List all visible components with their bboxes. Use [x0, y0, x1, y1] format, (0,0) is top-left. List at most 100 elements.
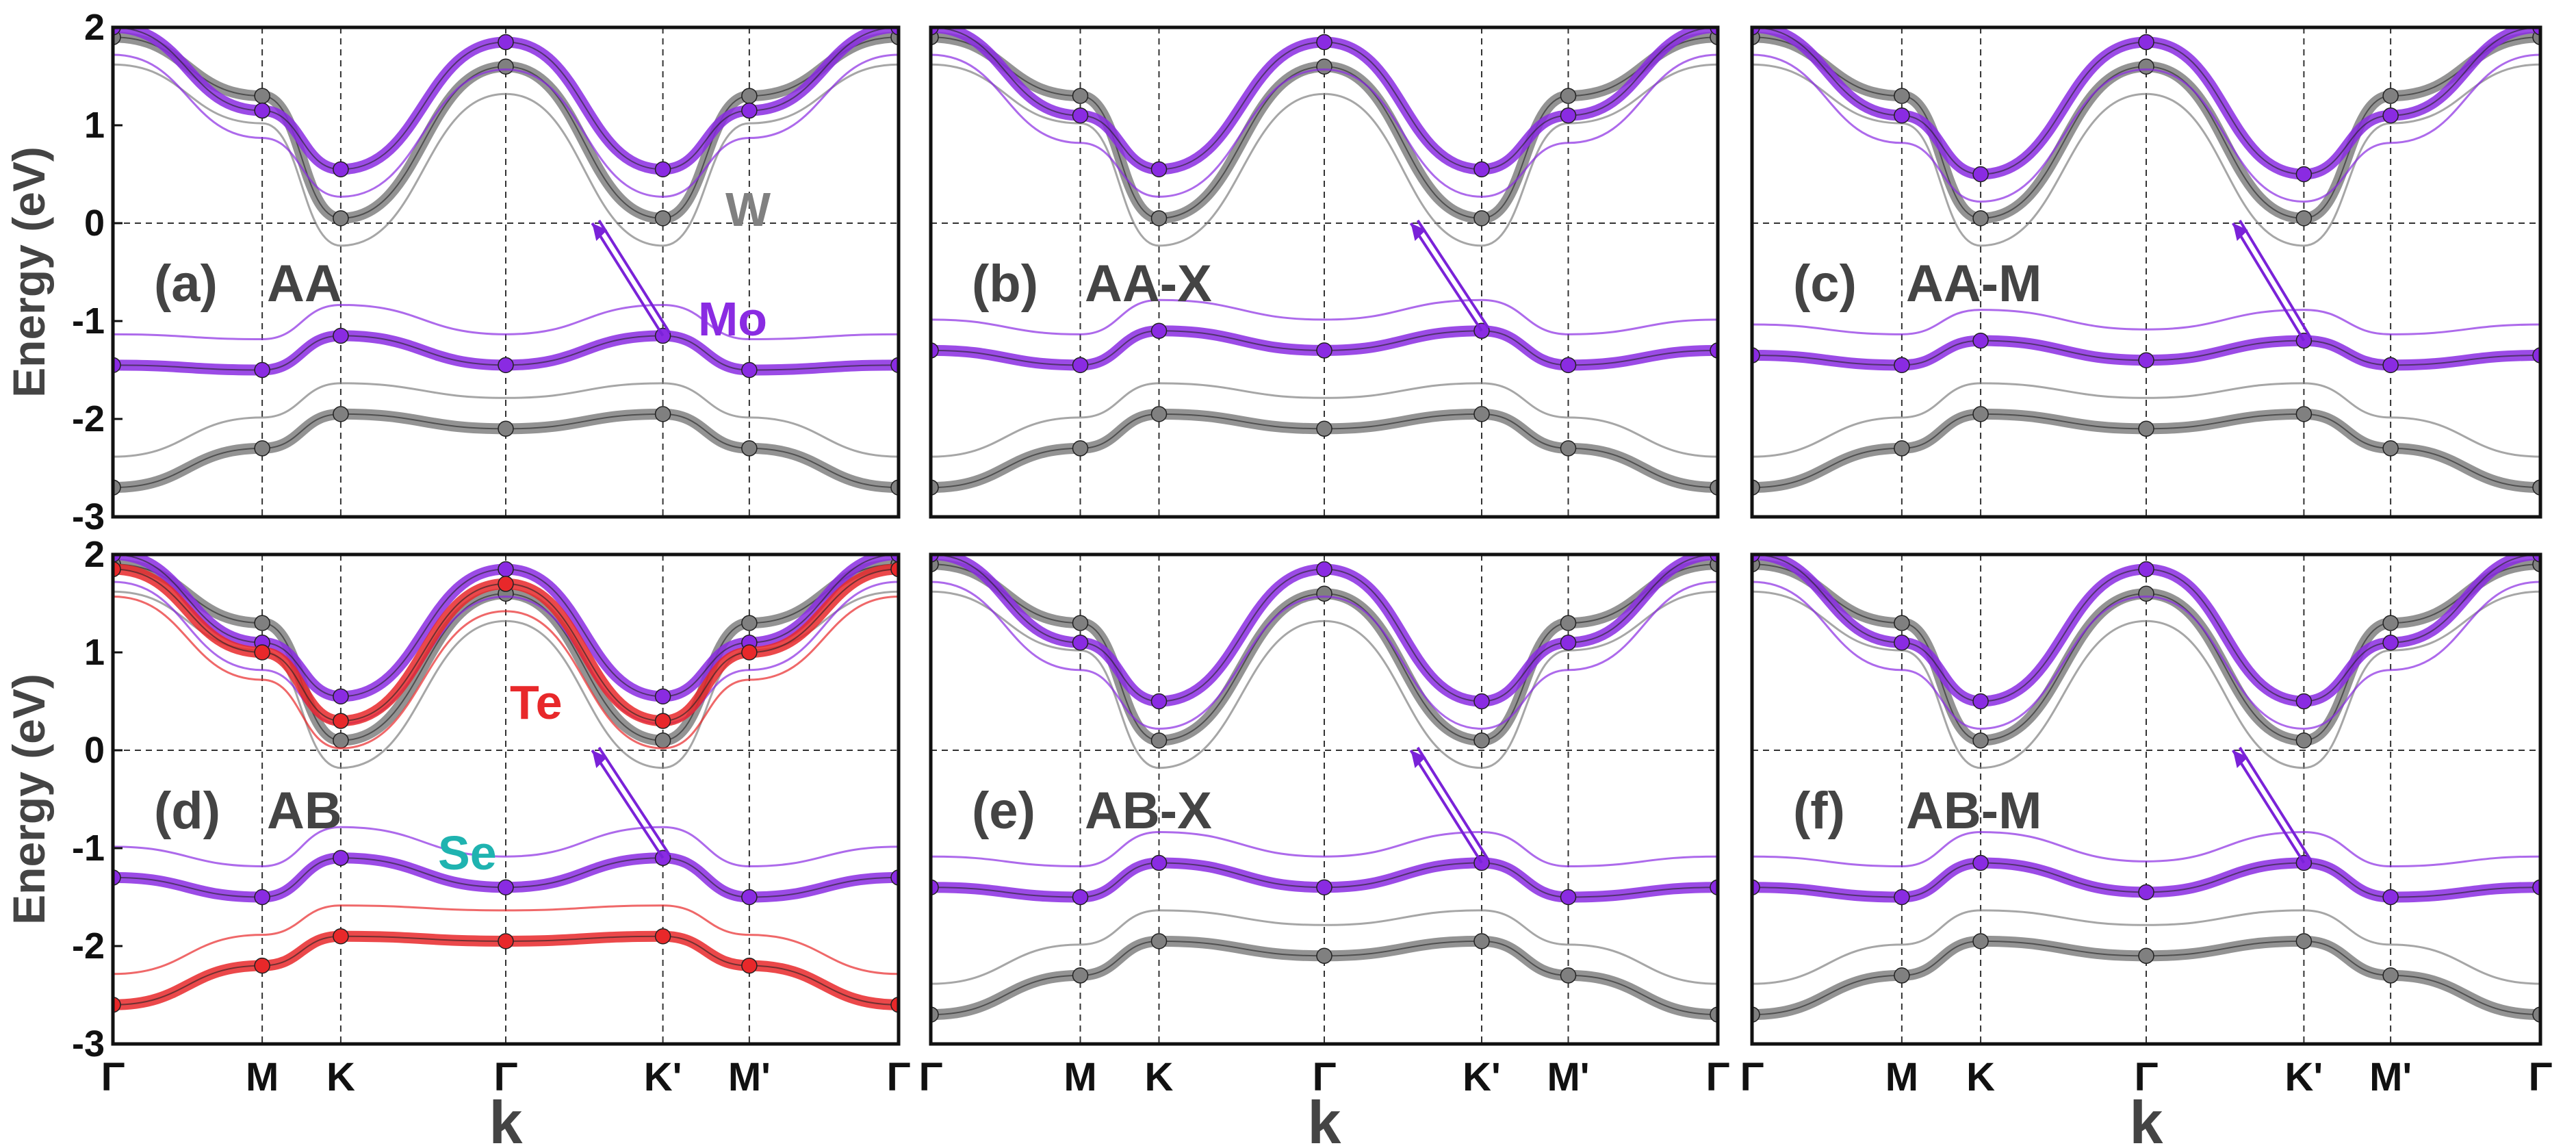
data-point [2532, 27, 2540, 36]
data-point [113, 357, 121, 374]
data-point [333, 713, 349, 729]
data-point [1560, 634, 1577, 651]
data-point [2295, 210, 2313, 227]
panel-letter: (f) [1793, 782, 1845, 840]
panel-name: AB-X [1085, 782, 1212, 840]
data-point [498, 58, 514, 75]
data-point [1150, 406, 1168, 422]
transition-arrow [591, 219, 671, 337]
arrow-head [1411, 223, 1426, 241]
data-point [1072, 88, 1089, 104]
bands-group [931, 554, 1718, 1023]
x-tick-label: K [1966, 1055, 1995, 1099]
element-annotation: Te [510, 676, 563, 729]
panel-aa-x: (b) AA-X [929, 25, 1720, 519]
arrow-shaft-2 [2239, 746, 2313, 861]
band-secondary-w-vb [1752, 909, 2540, 985]
data-point [1560, 889, 1577, 906]
data-point [1972, 406, 1989, 422]
data-point [2138, 585, 2154, 602]
data-point [1072, 440, 1089, 457]
bands-group [1752, 27, 2540, 496]
data-point [1150, 693, 1168, 710]
data-point [1316, 420, 1332, 437]
y-tick-label: 0 [84, 203, 105, 244]
x-tick-label: M [246, 1055, 279, 1099]
arrow-head [1411, 750, 1426, 768]
band-secondary-w-cb [931, 590, 1718, 769]
x-tick-label: Γ [101, 1055, 125, 1099]
band-secondary-mo-cb [1752, 581, 2540, 730]
panel-aa: (a) AA 2 1 0 -1 -2 -3 Energy (eV) [3, 7, 901, 537]
data-point [113, 27, 121, 36]
data-point [1316, 947, 1332, 965]
band-secondary-mo-cb [931, 53, 1718, 198]
data-point [2532, 479, 2540, 496]
y-tick-label: -2 [72, 398, 105, 439]
band-secondary-mo-cb [113, 53, 899, 198]
data-point [931, 1006, 939, 1023]
panel-ab: (d) AB 2 1 0 -1 -2 -3 Energy (eV) Γ M K Γ K' M' Γk [3, 534, 910, 1148]
data-point [1710, 879, 1718, 895]
band-secondary-w-vb [931, 382, 1718, 458]
data-point [498, 357, 514, 374]
band-secondary-mo-vb [931, 830, 1718, 868]
data-point [931, 27, 939, 36]
data-point [1894, 357, 1910, 374]
data-point [498, 933, 514, 949]
data-point [2295, 732, 2313, 749]
arrow-shaft-2 [597, 746, 671, 856]
data-point [741, 957, 758, 974]
panel-letter: (e) [972, 782, 1035, 840]
data-point [254, 957, 270, 974]
data-point [498, 561, 514, 578]
data-point [254, 889, 270, 906]
data-point [498, 879, 514, 895]
band-secondary-mo-vb [113, 303, 899, 341]
data-point [113, 479, 121, 496]
data-point [741, 889, 758, 906]
data-point [2138, 884, 2154, 901]
band-secondary-mo-cb [1752, 53, 2540, 203]
band-secondary-w-vb [1752, 382, 2540, 458]
panel-name: AA [267, 255, 342, 313]
data-point [1560, 615, 1577, 631]
x-tick-label: K [326, 1055, 355, 1099]
data-point [741, 88, 758, 104]
data-point [2295, 406, 2313, 422]
data-point [2532, 554, 2540, 563]
data-point [2382, 967, 2399, 984]
data-point [1316, 879, 1332, 895]
data-point [1894, 967, 1910, 984]
arrow-head [2232, 223, 2248, 241]
data-point [1473, 732, 1490, 749]
data-point [741, 440, 758, 457]
data-point [741, 644, 758, 661]
y-tick-label: 1 [84, 105, 105, 146]
data-point [2382, 889, 2399, 906]
data-point [1150, 854, 1168, 871]
arrow-shaft [2232, 749, 2306, 864]
x-axis-label: k [1308, 1088, 1342, 1148]
data-point [1752, 27, 1760, 36]
x-tick-label: M [1064, 1055, 1096, 1099]
data-point [113, 997, 121, 1013]
data-point [498, 34, 514, 51]
data-point [1710, 27, 1718, 36]
data-point [1473, 933, 1490, 949]
data-point [254, 361, 270, 379]
data-point [2382, 357, 2399, 374]
data-point [254, 440, 270, 457]
data-point [1072, 967, 1089, 984]
data-point [654, 713, 671, 729]
arrow-shaft [591, 222, 665, 337]
arrow-shaft [2232, 222, 2306, 342]
data-point [1894, 440, 1910, 457]
data-point [2382, 440, 2399, 457]
data-point [254, 88, 270, 104]
bands-group [113, 554, 899, 1013]
panel-frame [929, 25, 1720, 519]
data-point [2138, 947, 2154, 965]
data-point [1752, 1006, 1760, 1023]
